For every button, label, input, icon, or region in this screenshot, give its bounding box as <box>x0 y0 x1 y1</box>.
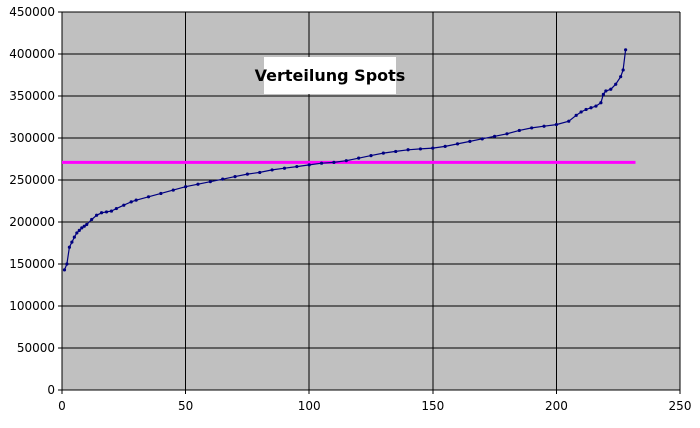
data-point <box>604 89 608 93</box>
data-point <box>418 147 423 151</box>
data-point <box>307 163 311 167</box>
data-point <box>601 92 605 96</box>
data-point <box>455 142 460 146</box>
data-point <box>621 68 625 72</box>
data-point <box>134 198 138 202</box>
data-point <box>468 139 472 143</box>
x-tick-label: 0 <box>58 399 66 413</box>
data-point <box>85 222 89 227</box>
chart-title-group: Verteilung Spots <box>255 57 406 94</box>
data-point <box>122 203 126 207</box>
data-point <box>554 122 559 127</box>
data-point <box>567 119 571 123</box>
data-point <box>221 177 225 181</box>
data-point <box>70 240 74 244</box>
data-point <box>443 144 447 148</box>
data-point <box>599 101 603 105</box>
x-tick-label: 250 <box>669 399 692 413</box>
y-tick-label: 100000 <box>9 299 55 313</box>
data-point <box>99 211 104 215</box>
data-point <box>62 268 67 272</box>
data-point <box>574 113 578 117</box>
x-tick-label: 100 <box>298 399 321 413</box>
data-point <box>184 185 188 189</box>
data-point <box>530 126 534 130</box>
data-point <box>609 87 613 91</box>
x-tick-label: 150 <box>421 399 444 413</box>
y-tick-label: 50000 <box>17 341 55 355</box>
data-point <box>72 235 76 239</box>
series-group <box>62 48 628 272</box>
data-point <box>282 166 287 170</box>
data-point <box>114 206 118 211</box>
y-tick-label: 200000 <box>9 215 55 229</box>
data-point <box>406 148 410 152</box>
data-point <box>104 210 109 214</box>
data-point <box>614 82 618 86</box>
data-point <box>95 213 99 217</box>
data-point <box>505 132 509 136</box>
data-point <box>77 228 81 232</box>
data-point <box>208 180 212 184</box>
data-point <box>594 104 598 108</box>
data-point <box>369 154 373 158</box>
data-point <box>480 137 484 141</box>
data-point <box>542 124 546 128</box>
data-point <box>109 209 114 213</box>
data-point <box>381 151 385 155</box>
data-point <box>245 172 249 176</box>
y-tick-label: 250000 <box>9 173 55 187</box>
axes: 0 50000 100000 150000 200000 250000 300000 3500… <box>9 5 691 413</box>
data-point <box>394 149 398 154</box>
data-point <box>65 262 69 266</box>
data-point <box>159 191 163 196</box>
data-point <box>233 175 237 179</box>
data-point <box>90 217 94 222</box>
data-point <box>584 107 588 112</box>
y-tick-label: 450000 <box>9 5 55 19</box>
data-point <box>319 161 324 165</box>
data-point <box>579 110 583 114</box>
chart-title: Verteilung Spots <box>255 66 406 85</box>
y-tick-label: 300000 <box>9 131 55 145</box>
data-point <box>431 146 435 150</box>
data-point <box>196 182 200 186</box>
x-tick-label: 200 <box>545 399 568 413</box>
data-point <box>624 48 628 52</box>
y-tick-label: 400000 <box>9 47 55 61</box>
data-point <box>75 231 79 235</box>
data-point <box>146 195 151 199</box>
data-point <box>295 164 299 169</box>
data-point <box>129 200 133 204</box>
data-point <box>344 159 348 163</box>
grid-lines <box>62 11 681 390</box>
x-tick-label: 50 <box>178 399 193 413</box>
y-tick-label: 150000 <box>9 257 55 271</box>
data-point <box>589 106 593 110</box>
data-point <box>270 168 274 172</box>
y-tick-label: 350000 <box>9 89 55 103</box>
data-point <box>619 75 623 79</box>
data-point <box>493 134 497 138</box>
data-point <box>171 188 175 192</box>
y-tick-label: 0 <box>47 383 55 397</box>
data-point <box>67 245 72 249</box>
data-point <box>332 160 336 164</box>
data-point <box>80 226 84 230</box>
data-point <box>258 170 262 175</box>
data-point <box>517 128 521 133</box>
data-point <box>82 224 86 228</box>
chart-title-box <box>264 57 396 94</box>
data-point <box>357 156 361 160</box>
